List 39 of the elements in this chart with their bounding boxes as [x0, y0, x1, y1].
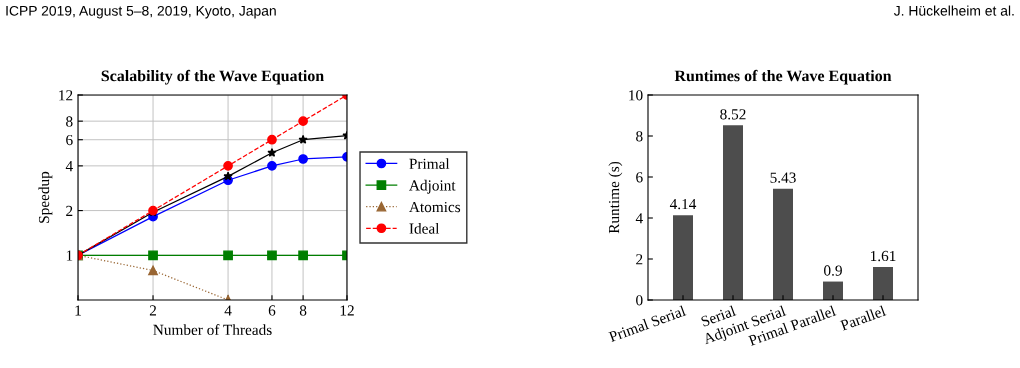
chart-title: Scalability of the Wave Equation	[101, 69, 324, 85]
y-tick-label: 2	[66, 205, 73, 216]
x-tick-label: 1	[75, 305, 81, 316]
bar	[873, 267, 893, 300]
data-label: 8.52	[720, 109, 746, 120]
legend-label: Primal	[409, 158, 450, 169]
y-tick-label: 0	[636, 295, 643, 306]
y-axis-title: Runtime (s)	[608, 161, 623, 234]
y-axis-title: Speedup	[38, 171, 53, 223]
y-tick-label: 1	[66, 250, 73, 261]
data-label: 0.9	[824, 265, 842, 276]
y-tick-label: 6	[636, 172, 643, 183]
x-tick-label: 4	[224, 305, 232, 316]
text: ICPP 2019, August 5–8, 2019, Kyoto, Japan	[6, 5, 276, 19]
y-tick-label: 4	[635, 213, 643, 224]
y-tick-label: 10	[629, 90, 643, 101]
bar	[673, 215, 693, 300]
legend-label: Atomics	[409, 201, 461, 213]
data-label: 1.61	[870, 250, 896, 262]
data-label: 4.14	[669, 199, 697, 210]
bar	[773, 188, 793, 300]
x-tick-label: 2	[149, 305, 157, 316]
y-tick-label: 8	[636, 131, 643, 142]
text: J. Hückelheim et al.	[893, 5, 1014, 16]
x-tick-label: 6	[268, 305, 276, 316]
bar	[723, 125, 743, 300]
chart-title: Runtimes of the Wave Equation	[674, 69, 892, 85]
legend-label: Adjoint	[409, 179, 456, 194]
bar	[823, 281, 843, 300]
y-tick-label: 2	[636, 254, 643, 265]
legend-label: Ideal	[409, 223, 440, 234]
y-tick-label: 6	[66, 134, 73, 146]
x-tick-label: 8	[299, 305, 307, 316]
y-tick-label: 8	[66, 116, 73, 127]
data-label: 5.43	[770, 172, 796, 183]
y-tick-label: 12	[59, 90, 73, 101]
y-tick-label: 4	[65, 161, 73, 172]
x-tick-label: 12	[340, 305, 354, 316]
x-axis-title: Number of Threads	[153, 324, 272, 336]
